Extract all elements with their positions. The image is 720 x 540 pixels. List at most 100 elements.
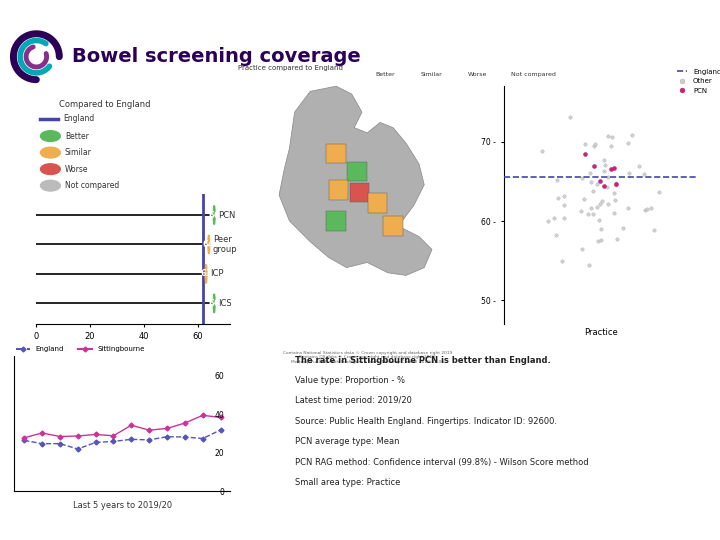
Text: Similar: Similar bbox=[420, 72, 442, 77]
Circle shape bbox=[40, 147, 60, 158]
FancyBboxPatch shape bbox=[455, 71, 465, 77]
FancyBboxPatch shape bbox=[368, 193, 387, 213]
Text: Practice compared to England: Practice compared to England bbox=[238, 65, 343, 71]
Point bbox=[645, 203, 657, 212]
Point bbox=[609, 195, 621, 204]
Text: ICP: ICP bbox=[210, 269, 224, 279]
FancyBboxPatch shape bbox=[326, 211, 346, 231]
Point bbox=[594, 200, 606, 208]
X-axis label: Practice: Practice bbox=[585, 328, 618, 337]
Point bbox=[588, 162, 599, 171]
Point bbox=[622, 204, 634, 212]
Point bbox=[553, 193, 564, 202]
Text: Better: Better bbox=[65, 132, 89, 140]
Text: Compared to England: Compared to England bbox=[58, 100, 150, 109]
Point bbox=[603, 132, 614, 140]
Point bbox=[589, 139, 600, 148]
Point bbox=[634, 162, 645, 171]
Point bbox=[594, 177, 606, 185]
Circle shape bbox=[40, 180, 60, 191]
Text: Source: Public Health England. Fingertips. Indicator ID: 92600.: Source: Public Health England. Fingertip… bbox=[295, 417, 557, 426]
Point bbox=[639, 206, 651, 215]
Point bbox=[610, 181, 621, 190]
Point bbox=[578, 195, 590, 204]
Point bbox=[582, 210, 593, 218]
Point bbox=[602, 173, 613, 181]
Text: Not compared: Not compared bbox=[65, 181, 119, 190]
Text: Similar: Similar bbox=[65, 148, 91, 157]
FancyBboxPatch shape bbox=[383, 217, 403, 236]
Text: PCN: PCN bbox=[218, 211, 235, 220]
Point bbox=[591, 180, 603, 188]
Circle shape bbox=[205, 265, 207, 284]
Text: Last 5 years to 2019/20: Last 5 years to 2019/20 bbox=[73, 501, 172, 510]
Point bbox=[579, 139, 590, 148]
Point bbox=[606, 132, 618, 141]
FancyBboxPatch shape bbox=[347, 162, 366, 181]
Text: Value type: Proportion - %: Value type: Proportion - % bbox=[295, 376, 405, 385]
Text: Worse: Worse bbox=[65, 165, 89, 174]
Point bbox=[638, 170, 649, 178]
Point bbox=[588, 186, 599, 195]
Point bbox=[626, 131, 638, 139]
Point bbox=[564, 112, 576, 121]
Text: Worse: Worse bbox=[468, 72, 487, 77]
Point bbox=[585, 178, 597, 187]
Text: The rate in Sittingbourne PCN is better than England.: The rate in Sittingbourne PCN is better … bbox=[295, 355, 551, 364]
Point bbox=[575, 207, 587, 215]
Text: 63: 63 bbox=[200, 269, 212, 279]
Text: 27: 27 bbox=[9, 8, 24, 17]
Text: Not compared: Not compared bbox=[511, 72, 556, 77]
Point bbox=[603, 200, 614, 208]
Circle shape bbox=[213, 294, 215, 313]
Point bbox=[654, 187, 665, 196]
Text: Peer
group: Peer group bbox=[213, 235, 238, 254]
Point bbox=[558, 214, 570, 222]
Legend: England, Other, PCN: England, Other, PCN bbox=[674, 66, 720, 97]
Circle shape bbox=[213, 206, 215, 225]
FancyBboxPatch shape bbox=[350, 183, 369, 202]
Text: ICS: ICS bbox=[218, 299, 232, 308]
Point bbox=[595, 225, 607, 233]
Point bbox=[608, 208, 620, 217]
Point bbox=[608, 189, 620, 198]
Point bbox=[587, 210, 598, 218]
Circle shape bbox=[40, 164, 60, 174]
FancyBboxPatch shape bbox=[329, 180, 348, 200]
Point bbox=[606, 142, 617, 151]
Point bbox=[558, 192, 570, 201]
Point bbox=[549, 213, 560, 222]
Point bbox=[596, 197, 608, 205]
Point bbox=[542, 217, 554, 226]
Point bbox=[551, 176, 562, 184]
Point bbox=[536, 147, 548, 156]
Point bbox=[550, 231, 562, 239]
Text: Bowel screening coverage: Bowel screening coverage bbox=[72, 47, 361, 66]
Point bbox=[585, 204, 596, 212]
Point bbox=[558, 200, 570, 209]
Point bbox=[595, 235, 607, 244]
Text: Better: Better bbox=[375, 72, 395, 77]
Point bbox=[576, 173, 588, 182]
Text: PCN average type: Mean: PCN average type: Mean bbox=[295, 437, 400, 446]
Point bbox=[598, 156, 610, 164]
Point bbox=[585, 169, 596, 178]
Point bbox=[648, 226, 660, 234]
FancyBboxPatch shape bbox=[498, 71, 508, 77]
Point bbox=[611, 235, 623, 244]
Point bbox=[611, 179, 622, 188]
Point bbox=[608, 164, 619, 172]
Polygon shape bbox=[279, 86, 432, 275]
Circle shape bbox=[208, 235, 210, 254]
Text: 66: 66 bbox=[208, 299, 220, 308]
Circle shape bbox=[40, 131, 60, 141]
Point bbox=[592, 237, 603, 246]
Point bbox=[605, 165, 616, 174]
Text: 64: 64 bbox=[203, 240, 215, 249]
Point bbox=[579, 150, 590, 159]
Point bbox=[556, 256, 567, 265]
Point bbox=[598, 181, 610, 190]
FancyBboxPatch shape bbox=[408, 71, 417, 77]
Point bbox=[593, 216, 605, 225]
Text: England: England bbox=[63, 114, 94, 123]
